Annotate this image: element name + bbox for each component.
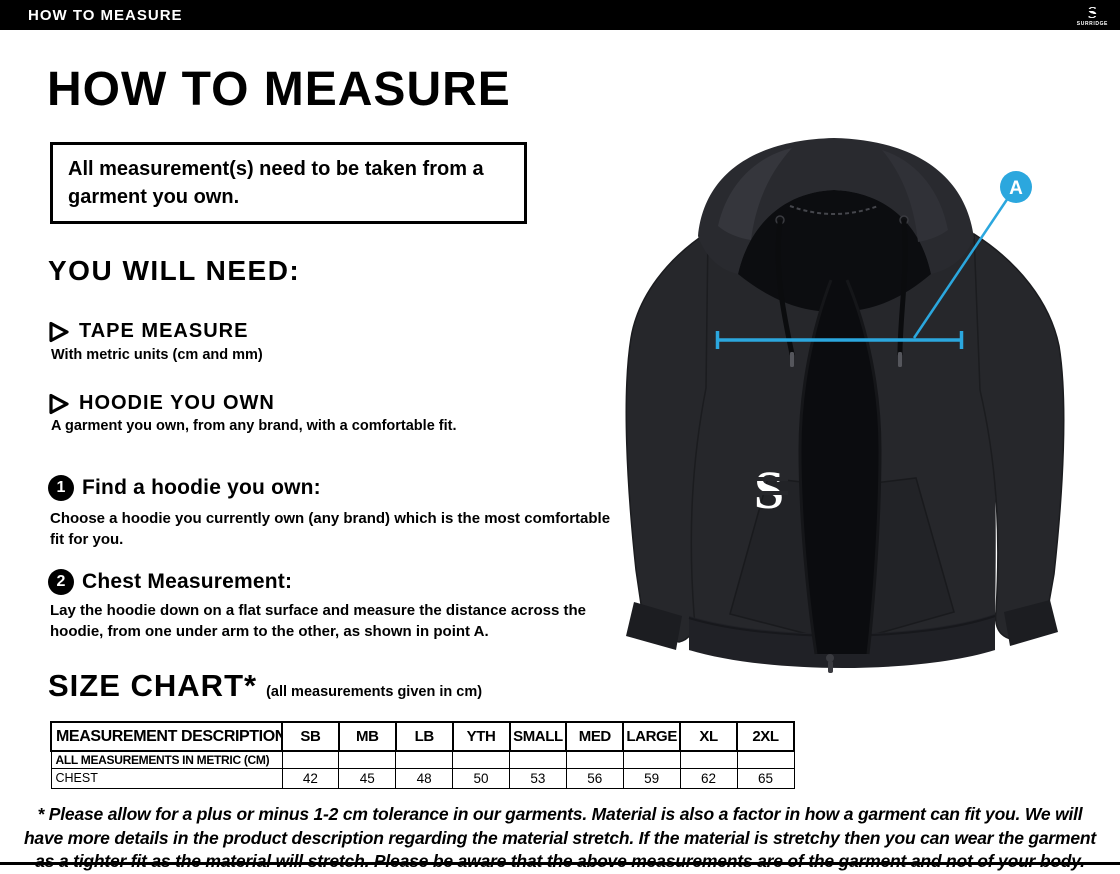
size-cell: 42	[281, 767, 340, 789]
bottom-divider	[0, 862, 1120, 865]
step-1-header: 1 Find a hoodie you own:	[48, 475, 321, 501]
svg-text:S: S	[754, 460, 784, 520]
need-item-desc: A garment you own, from any brand, with …	[51, 418, 457, 434]
step-title: Chest Measurement:	[82, 570, 293, 593]
svg-text:A: A	[1009, 178, 1023, 199]
size-cell	[679, 750, 738, 769]
you-will-need-title: YOU WILL NEED:	[48, 255, 301, 286]
surridge-brand-logo: S SURRIDGE	[1077, 4, 1120, 27]
hoodie-image: S A	[625, 138, 1065, 673]
size-cell: 62	[679, 767, 738, 789]
size-cell: 45	[338, 767, 397, 789]
size-col-header: 2XL	[736, 721, 795, 752]
step-number-badge: 1	[48, 475, 74, 501]
size-cell: 56	[565, 767, 624, 789]
size-cell	[622, 750, 681, 769]
need-item-title: TAPE MEASURE	[79, 320, 249, 342]
surridge-logo-icon: S	[1085, 2, 1100, 22]
topbar-title: HOW TO MEASURE	[28, 6, 183, 24]
size-col-header: YTH	[451, 721, 511, 752]
size-chart-title: SIZE CHART*	[48, 668, 258, 703]
size-cell	[452, 750, 510, 769]
size-chart-subtitle: (all measurements given in cm)	[266, 684, 483, 700]
size-chart-table: MEASUREMENT DESCRIPTION SB MB LB YTH SMA…	[50, 721, 795, 789]
need-item-hoodie: HOODIE YOU OWN	[48, 392, 275, 415]
step-2-header: 2 Chest Measurement:	[48, 569, 292, 595]
step-1-description: Choose a hoodie you currently own (any b…	[50, 510, 611, 548]
size-cell: 59	[622, 767, 681, 789]
step-number-badge: 2	[48, 569, 74, 595]
size-table-header-row: MEASUREMENT DESCRIPTION SB MB LB YTH SMA…	[50, 721, 795, 752]
size-cell: 65	[736, 767, 795, 789]
size-cell: 50	[452, 767, 510, 789]
hoodie-chest-logo-icon: S	[752, 460, 788, 520]
need-item-desc: With metric units (cm and mm)	[51, 347, 263, 363]
size-col-header: SB	[281, 721, 340, 752]
size-col-header: MEASUREMENT DESCRIPTION	[50, 721, 283, 752]
need-item-tape-measure: TAPE MEASURE	[48, 320, 248, 343]
triangle-bullet-icon	[49, 393, 69, 414]
point-a-marker: A	[1000, 171, 1032, 203]
size-cell	[281, 750, 340, 769]
size-cell: 53	[509, 767, 567, 789]
size-row-label: CHEST	[50, 767, 283, 789]
step-title: Find a hoodie you own:	[82, 476, 321, 499]
table-row-chest: CHEST 42 45 48 50 53 56 59 62 65	[50, 767, 795, 789]
step-2-description: Lay the hoodie down on a flat surface an…	[50, 602, 586, 640]
topbar: HOW TO MEASURE S SURRIDGE	[0, 0, 1120, 30]
need-item-title: HOODIE YOU OWN	[79, 392, 275, 414]
chest-measurement-line	[715, 197, 1010, 349]
page-title: HOW TO MEASURE	[47, 63, 511, 116]
size-col-header: SMALL	[508, 721, 568, 752]
size-col-header: MB	[337, 721, 397, 752]
size-col-header: LB	[394, 721, 454, 752]
size-cell	[509, 750, 567, 769]
measurement-note-box: All measurement(s) need to be taken from…	[50, 142, 527, 224]
size-col-header: LARGE	[622, 721, 682, 752]
table-row-metric: ALL MEASUREMENTS IN METRIC (CM)	[50, 750, 795, 769]
size-row-label: ALL MEASUREMENTS IN METRIC (CM)	[50, 750, 283, 769]
size-chart-heading: SIZE CHART* (all measurements given in c…	[48, 668, 482, 704]
size-cell	[736, 750, 795, 769]
triangle-bullet-icon	[49, 321, 69, 342]
size-col-header: XL	[679, 721, 738, 752]
size-cell	[395, 750, 454, 769]
hoodie-figure: S A	[618, 130, 1120, 692]
size-cell	[565, 750, 624, 769]
size-cell	[338, 750, 397, 769]
surridge-logo-caption: SURRIDGE	[1076, 20, 1108, 27]
size-col-header: MED	[565, 721, 625, 752]
size-cell: 48	[395, 767, 454, 789]
